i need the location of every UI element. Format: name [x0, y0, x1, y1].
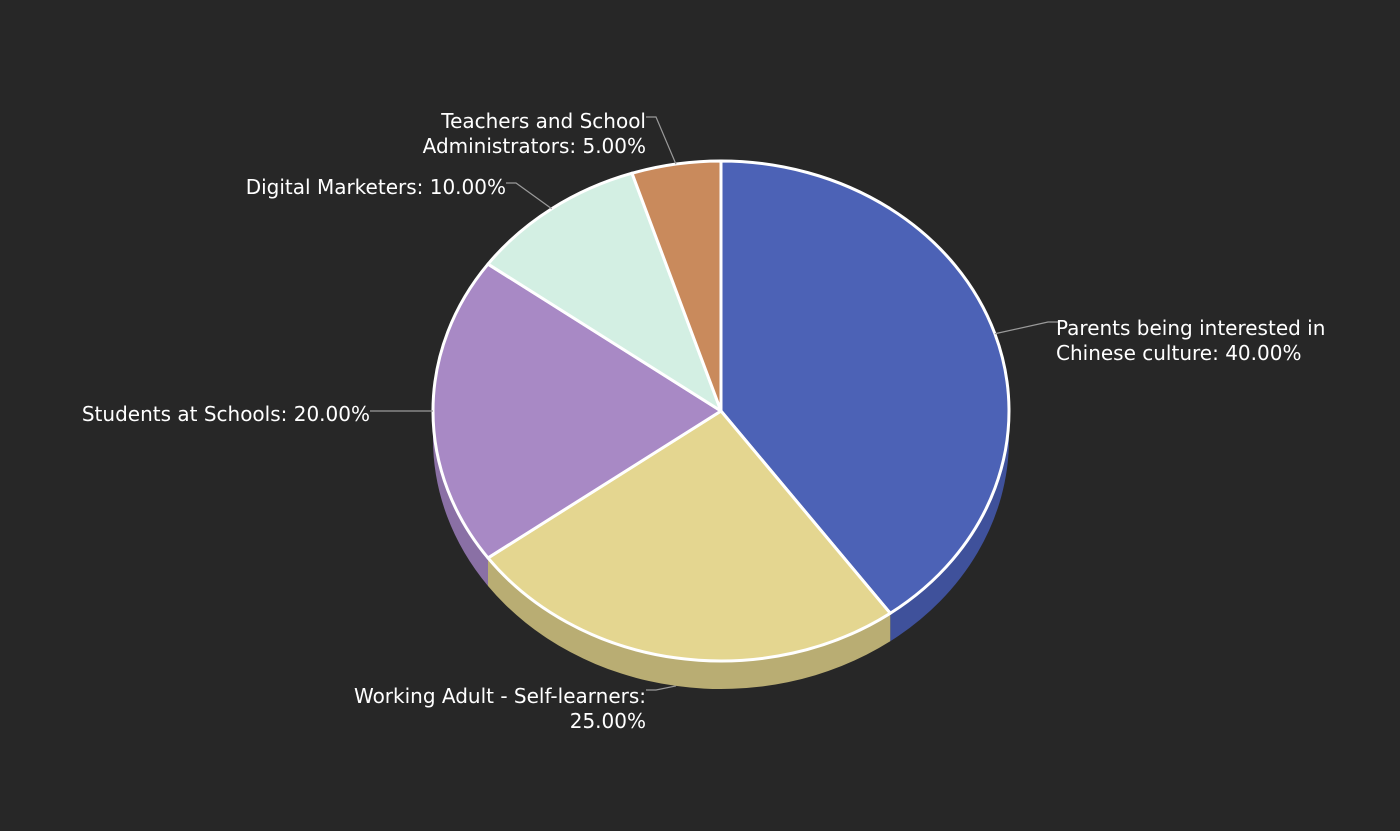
- leader-line: [646, 685, 677, 691]
- pie-slice[interactable]: [719, 159, 1011, 615]
- pie-slice[interactable]: [486, 409, 892, 663]
- slice-label: Parents being interested in Chinese cultu…: [1056, 316, 1325, 365]
- pie-slice-side: [890, 411, 1009, 642]
- slice-label-line: Chinese culture: 40.00%: [1056, 341, 1301, 365]
- slice-label-line: Parents being interested in: [1056, 316, 1325, 340]
- slice-label: Teachers and School Administrators: 5.00%: [423, 109, 646, 158]
- leader-line-layer: [370, 116, 1058, 691]
- slice-label-line: Digital Marketers: 10.00%: [246, 175, 506, 199]
- slice-label-line: Administrators: 5.00%: [423, 134, 646, 158]
- pie-slice[interactable]: [630, 159, 723, 413]
- slice-label: Students at Schools: 20.00%: [82, 402, 370, 426]
- slice-label: Digital Marketers: 10.00%: [246, 175, 506, 199]
- slice-label-line: 25.00%: [570, 709, 646, 733]
- pie-slice-side: [488, 557, 891, 689]
- slice-label-line: Students at Schools: 20.00%: [82, 402, 370, 426]
- pie-slice-layer: [431, 159, 1011, 663]
- slice-label: Working Adult - Self-learners: 25.00%: [354, 684, 646, 733]
- leader-line: [646, 116, 677, 165]
- leader-line: [506, 182, 553, 210]
- pie-slice[interactable]: [486, 171, 723, 413]
- slice-label-line: Working Adult - Self-learners:: [354, 684, 646, 708]
- leader-line: [994, 321, 1058, 335]
- slice-label-line: Teachers and School: [440, 109, 646, 133]
- slice-label-layer: Parents being interested in Chinese cultu…: [82, 109, 1326, 733]
